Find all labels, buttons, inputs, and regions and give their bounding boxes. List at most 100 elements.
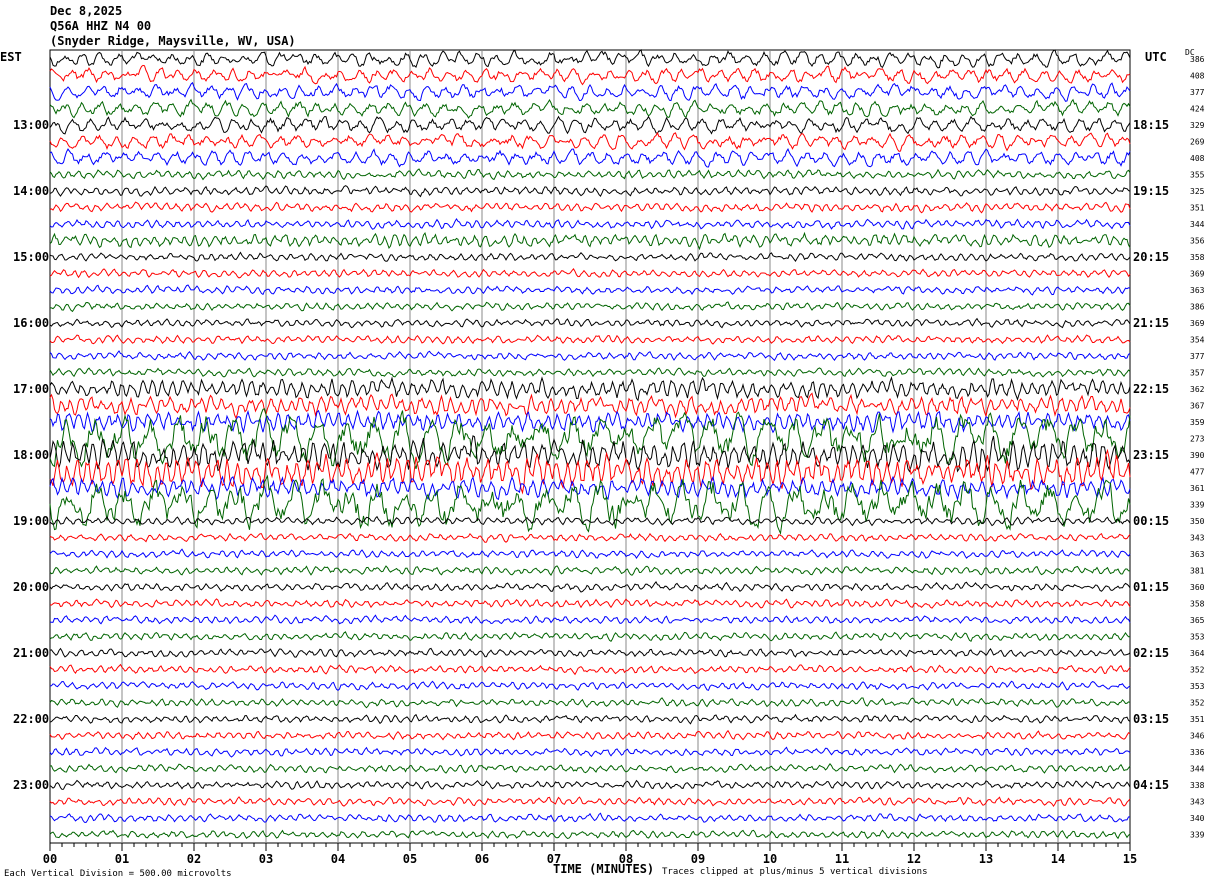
station-title: Q56A HHZ N4 00: [50, 19, 152, 33]
x-tick-label: 03: [259, 852, 273, 866]
dc-offset-label: 351: [1190, 204, 1205, 213]
dc-offset-label: 386: [1190, 55, 1205, 64]
seismic-trace: [49, 532, 1131, 543]
dc-offset-label: 381: [1190, 567, 1205, 576]
x-tick-label: 15: [1123, 852, 1137, 866]
seismic-trace: [49, 548, 1131, 560]
dc-offset-label: 353: [1190, 682, 1205, 691]
dc-offset-label: 329: [1190, 121, 1205, 130]
utc-hour-label: 02:15: [1133, 646, 1169, 660]
seismic-trace: [49, 598, 1131, 609]
seismic-trace: [49, 98, 1131, 119]
seismic-trace: [49, 435, 1131, 473]
seismic-trace: [49, 64, 1131, 86]
seismic-trace: [49, 829, 1131, 840]
seismic-trace: [49, 201, 1131, 214]
seismic-trace: [49, 647, 1131, 658]
seismic-trace: [49, 185, 1131, 198]
dc-offset-label: 357: [1190, 369, 1205, 378]
est-hour-label: 20:00: [13, 580, 49, 594]
seismic-trace: [49, 168, 1131, 181]
seismic-trace: [49, 746, 1131, 758]
plot-frame: [49, 49, 1131, 844]
utc-axis-label: UTC: [1145, 50, 1167, 64]
dc-offset-label: 353: [1190, 633, 1205, 642]
x-tick-label: 02: [187, 852, 201, 866]
est-hour-label: 17:00: [13, 382, 49, 396]
seismic-trace: [49, 663, 1131, 676]
dc-offset-label: 364: [1190, 649, 1205, 658]
dc-offset-label: 408: [1190, 72, 1205, 81]
seismic-trace: [49, 409, 1131, 434]
dc-offset-label: 477: [1190, 468, 1205, 477]
seismic-trace: [49, 475, 1131, 502]
dc-offset-label: 386: [1190, 303, 1205, 312]
est-hour-label: 16:00: [13, 316, 49, 330]
dc-offset-label: 273: [1190, 435, 1205, 444]
utc-hour-label: 22:15: [1133, 382, 1169, 396]
dc-offset-label: 365: [1190, 616, 1205, 625]
seismic-trace: [49, 115, 1131, 135]
seismic-trace: [49, 631, 1130, 643]
x-tick-label: 05: [403, 852, 417, 866]
seismic-trace: [49, 581, 1131, 593]
dc-offset-label: 355: [1190, 171, 1205, 180]
est-hour-label: 18:00: [13, 448, 49, 462]
dc-offset-label: 369: [1190, 270, 1205, 279]
seismic-trace: [49, 317, 1131, 329]
dc-offset-label: 390: [1190, 451, 1205, 460]
seismic-trace: [49, 565, 1131, 576]
dc-offset-label: 360: [1190, 583, 1205, 592]
utc-hour-label: 00:15: [1133, 514, 1169, 528]
dc-offset-label: 351: [1190, 715, 1205, 724]
dc-offset-label: 377: [1190, 352, 1205, 361]
seismic-trace: [49, 148, 1131, 168]
x-tick-label: 00: [43, 852, 57, 866]
seismic-trace: [49, 268, 1131, 279]
est-hour-label: 21:00: [13, 646, 49, 660]
utc-hour-label: 03:15: [1133, 712, 1169, 726]
x-tick-label: 08: [619, 852, 633, 866]
date-title: Dec 8,2025: [50, 4, 123, 18]
utc-hour-label: 20:15: [1133, 250, 1169, 264]
x-tick-label: 06: [475, 852, 489, 866]
dc-offset-label: 269: [1190, 138, 1205, 147]
dc-offset-label: 344: [1190, 220, 1205, 229]
seismic-trace: [49, 680, 1131, 692]
seismic-trace: [49, 350, 1131, 362]
scale-note: Each Vertical Division = 500.00 microvol…: [4, 869, 232, 879]
seismic-trace: [49, 48, 1131, 69]
seismic-trace: [50, 301, 1131, 313]
dc-offset-label: 350: [1190, 517, 1205, 526]
seismic-trace: [49, 375, 1131, 402]
seismic-trace: [49, 81, 1131, 102]
x-tick-label: 07: [547, 852, 561, 866]
x-tick-label: 10: [763, 852, 777, 866]
dc-offset-label: 352: [1190, 699, 1205, 708]
x-tick-label: 11: [835, 852, 849, 866]
est-hour-label: 19:00: [13, 514, 49, 528]
seismic-trace: [49, 231, 1131, 251]
dc-offset-label: 367: [1190, 402, 1205, 411]
seismic-trace: [49, 284, 1131, 296]
x-tick-label: 14: [1051, 852, 1065, 866]
seismic-trace: [49, 779, 1131, 790]
utc-hour-label: 19:15: [1133, 184, 1169, 198]
clip-note: Traces clipped at plus/minus 5 vertical …: [662, 867, 928, 877]
seismic-trace: [49, 812, 1131, 824]
dc-offset-label: 340: [1190, 814, 1205, 823]
seismic-trace: [49, 713, 1131, 725]
est-hour-label: 15:00: [13, 250, 49, 264]
dc-offset-label: 408: [1190, 154, 1205, 163]
dc-offset-label: 363: [1190, 286, 1205, 295]
dc-label: DC: [1185, 48, 1195, 57]
x-tick-label: 04: [331, 852, 345, 866]
est-hour-label: 14:00: [13, 184, 49, 198]
seismic-trace: [49, 515, 1131, 527]
dc-offset-label: 354: [1190, 336, 1205, 345]
seismic-trace: [49, 334, 1131, 345]
dc-offset-label: 362: [1190, 385, 1205, 394]
dc-offset-label: 369: [1190, 319, 1205, 328]
location-title: (Snyder Ridge, Maysville, WV, USA): [50, 34, 296, 48]
